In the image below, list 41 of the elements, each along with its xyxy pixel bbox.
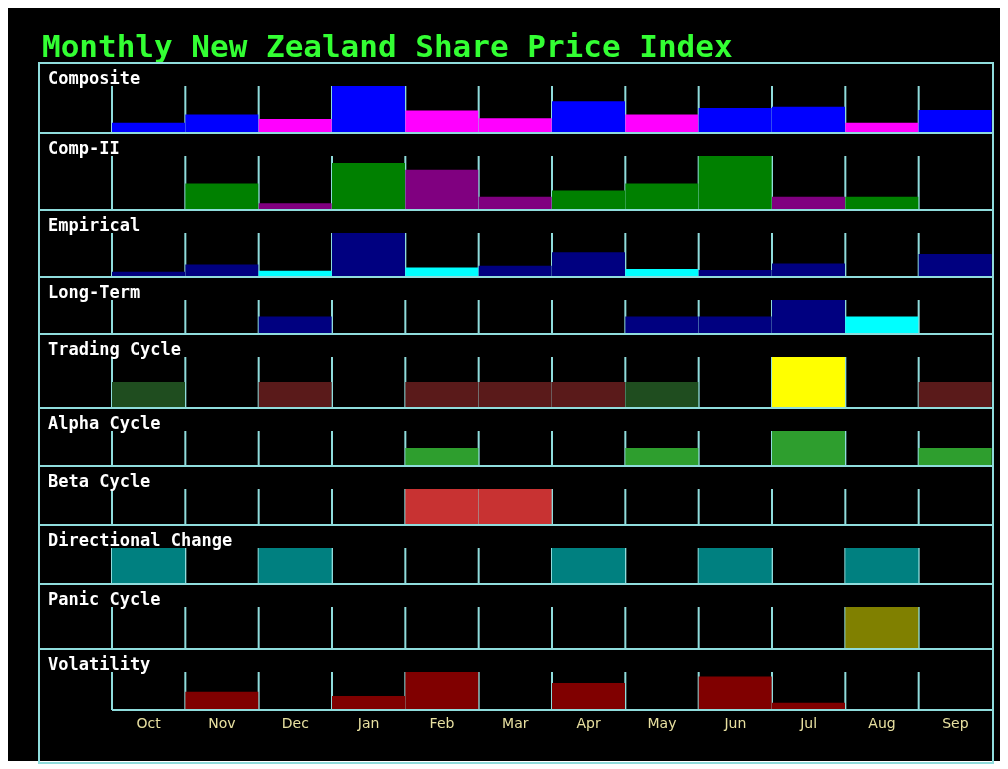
y-axis-title: Directional Change	[48, 530, 233, 550]
bar	[845, 196, 919, 209]
bar	[625, 269, 699, 276]
bar	[918, 254, 992, 276]
x-tick-label: May	[647, 714, 677, 731]
x-tick-label: Jun	[723, 714, 747, 731]
bar	[258, 203, 332, 209]
x-tick-label: Jan	[356, 714, 380, 731]
y-axis-title: Panic Cycle	[48, 589, 161, 609]
y-axis-title: Long-Term	[48, 282, 141, 302]
bar	[185, 183, 259, 209]
x-tick-label: Sep	[942, 714, 969, 731]
x-tick-label: Dec	[281, 714, 309, 731]
bar	[258, 119, 332, 132]
x-tick-label: Nov	[208, 714, 236, 731]
x-tick-label: Mar	[502, 714, 529, 731]
x-tick-label: Jul	[799, 714, 818, 731]
y-axis-title: Trading Cycle	[48, 339, 182, 359]
chart-title: Monthly New Zealand Share Price Index	[42, 28, 733, 64]
y-axis-title: Alpha Cycle	[48, 413, 161, 433]
y-axis-title: Empirical	[48, 215, 141, 235]
bar	[185, 691, 259, 710]
x-tick-label: Oct	[136, 714, 162, 731]
bar	[772, 196, 845, 209]
x-tick-label: Feb	[429, 714, 455, 731]
bar	[552, 101, 625, 132]
bar	[405, 267, 479, 276]
x-tick-label: Apr	[576, 714, 602, 731]
bar	[625, 114, 699, 132]
bar	[918, 109, 992, 132]
bar	[258, 270, 332, 276]
x-tick-label: Aug	[868, 714, 896, 731]
bar	[845, 122, 919, 132]
y-axis-title: Beta Cycle	[48, 471, 151, 491]
bar	[332, 86, 405, 132]
y-axis-title: Composite	[48, 68, 141, 88]
y-axis-title: Volatility	[48, 654, 151, 674]
bar	[552, 683, 625, 710]
y-axis-title: Comp-II	[48, 138, 120, 158]
bar	[332, 233, 405, 276]
bar	[332, 162, 405, 209]
